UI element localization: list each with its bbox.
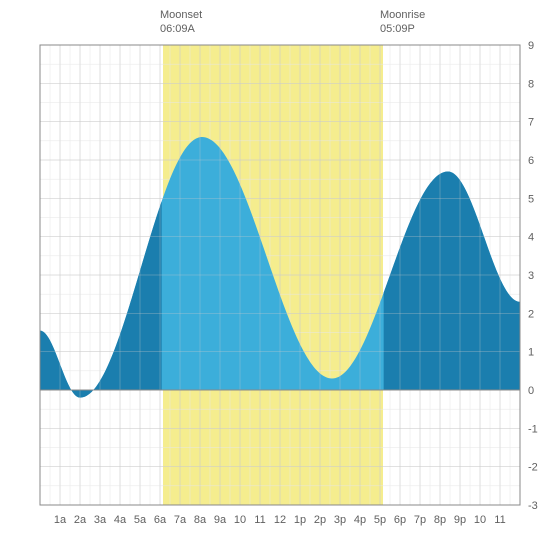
- y-tick-label: 1: [528, 347, 534, 359]
- x-tick-label: 4p: [354, 514, 366, 526]
- y-tick-label: 3: [528, 270, 534, 282]
- x-tick-label: 3a: [94, 514, 107, 526]
- y-tick-label: 7: [528, 117, 534, 129]
- moonrise-annotation: Moonrise05:09P: [380, 8, 425, 37]
- tide-chart: -3-2-101234567891a2a3a4a5a6a7a8a9a101112…: [0, 0, 550, 550]
- x-tick-label: 8a: [194, 514, 207, 526]
- y-tick-label: -1: [528, 423, 538, 435]
- x-tick-label: 12: [274, 514, 286, 526]
- annotation-time: 05:09P: [380, 22, 425, 36]
- x-tick-label: 8p: [434, 514, 446, 526]
- x-tick-label: 9a: [214, 514, 227, 526]
- x-tick-label: 2a: [74, 514, 87, 526]
- x-tick-label: 11: [254, 514, 265, 526]
- moonset-annotation: Moonset06:09A: [160, 8, 202, 37]
- x-tick-label: 1p: [294, 514, 306, 526]
- x-tick-label: 5p: [374, 514, 386, 526]
- x-tick-label: 7p: [414, 514, 426, 526]
- y-tick-label: 0: [528, 385, 534, 397]
- annotation-title: Moonset: [160, 8, 202, 22]
- y-tick-label: 5: [528, 193, 534, 205]
- y-tick-label: 6: [528, 155, 534, 167]
- y-tick-label: 4: [528, 232, 534, 244]
- annotation-title: Moonrise: [380, 8, 425, 22]
- x-tick-label: 6a: [154, 514, 167, 526]
- y-tick-label: 8: [528, 78, 534, 90]
- x-tick-label: 4a: [114, 514, 127, 526]
- x-tick-label: 9p: [454, 514, 466, 526]
- annotation-time: 06:09A: [160, 22, 202, 36]
- x-tick-label: 10: [234, 514, 246, 526]
- y-tick-label: -3: [528, 500, 538, 512]
- x-tick-label: 1a: [54, 514, 67, 526]
- x-tick-label: 3p: [334, 514, 346, 526]
- y-tick-label: -2: [528, 462, 538, 474]
- x-tick-label: 11: [494, 514, 505, 526]
- x-tick-label: 6p: [394, 514, 406, 526]
- x-tick-label: 7a: [174, 514, 187, 526]
- y-tick-label: 2: [528, 308, 534, 320]
- x-tick-label: 2p: [314, 514, 326, 526]
- chart-svg: -3-2-101234567891a2a3a4a5a6a7a8a9a101112…: [0, 0, 550, 550]
- x-tick-label: 10: [474, 514, 486, 526]
- y-tick-label: 9: [528, 40, 534, 52]
- x-tick-label: 5a: [134, 514, 147, 526]
